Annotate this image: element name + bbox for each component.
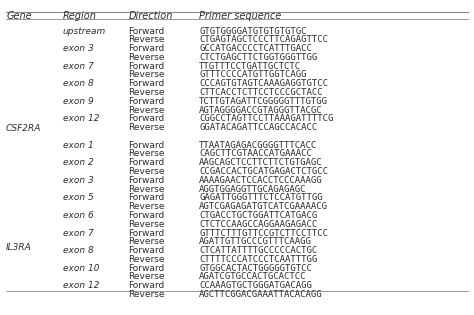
Text: Forward: Forward <box>128 141 165 150</box>
Text: Reverse: Reverse <box>128 123 165 132</box>
Text: CTTTTCCCATCCCTCAATTTGG: CTTTTCCCATCCCTCAATTTGG <box>199 255 318 264</box>
Text: CTGACCTGCTGGATTCATGACG: CTGACCTGCTGGATTCATGACG <box>199 211 318 220</box>
Text: GGATACAGATTCCAGCCACACC: GGATACAGATTCCAGCCACACC <box>199 123 318 132</box>
Text: Forward: Forward <box>128 193 165 203</box>
Text: Reverse: Reverse <box>128 35 165 44</box>
Text: CCAAAGTGCTGGGATGACAGG: CCAAAGTGCTGGGATGACAGG <box>199 281 312 290</box>
Text: exon 12: exon 12 <box>63 281 99 290</box>
Text: exon 1: exon 1 <box>63 141 93 150</box>
Text: exon 12: exon 12 <box>63 114 99 123</box>
Text: Gene: Gene <box>6 11 32 21</box>
Text: CTGAGTAGCTCCCTTCAGAGTTCC: CTGAGTAGCTCCCTTCAGAGTTCC <box>199 35 328 44</box>
Text: Forward: Forward <box>128 246 165 255</box>
Text: CTCTCCAAGCCAGGAAGAGACC: CTCTCCAAGCCAGGAAGAGACC <box>199 220 318 229</box>
Text: Reverse: Reverse <box>128 53 165 62</box>
Text: CTCTGAGCTTCTGGTGGGTTGG: CTCTGAGCTTCTGGTGGGTTGG <box>199 53 318 62</box>
Text: GTGTGGGGATGTGTGTGTGC: GTGTGGGGATGTGTGTGTGC <box>199 26 307 36</box>
Text: GTTTCCCCATGTTGGTCAGG: GTTTCCCCATGTTGGTCAGG <box>199 71 307 79</box>
Text: exon 2: exon 2 <box>63 158 93 167</box>
Text: GTTTCTTTGTTCCGTCTTCCTTCC: GTTTCTTTGTTCCGTCTTCCTTCC <box>199 228 328 238</box>
Text: CCCAGTGTAGTCAAAGAGGTGTCC: CCCAGTGTAGTCAAAGAGGTGTCC <box>199 79 328 88</box>
Text: Reverse: Reverse <box>128 272 165 281</box>
Text: Forward: Forward <box>128 281 165 290</box>
Text: Reverse: Reverse <box>128 167 165 176</box>
Text: GCCATGACCCCTCATTTGACC: GCCATGACCCCTCATTTGACC <box>199 44 312 53</box>
Text: AAGCAGCTCCTTCTTCTGTGAGC: AAGCAGCTCCTTCTTCTGTGAGC <box>199 158 323 167</box>
Text: Region: Region <box>63 11 97 21</box>
Text: Forward: Forward <box>128 62 165 71</box>
Text: CTCATTATTTTGCCCCCACTGC: CTCATTATTTTGCCCCCACTGC <box>199 246 318 255</box>
Text: exon 5: exon 5 <box>63 193 93 203</box>
Text: AAAAGAACTCCACCTCCCAAAGG: AAAAGAACTCCACCTCCCAAAGG <box>199 176 323 185</box>
Text: exon 7: exon 7 <box>63 228 93 238</box>
Text: TCTTGTAGATTCGGGGGTTTGTGG: TCTTGTAGATTCGGGGGTTTGTGG <box>199 97 328 106</box>
Text: CGGCCTAGTTCCTTAAAGATTTTCG: CGGCCTAGTTCCTTAAAGATTTTCG <box>199 114 334 123</box>
Text: AGCTTCGGACGAAATTACACAGG: AGCTTCGGACGAAATTACACAGG <box>199 290 323 299</box>
Text: Forward: Forward <box>128 158 165 167</box>
Text: GTGGCACTACTGGGGGTGTCC: GTGGCACTACTGGGGGTGTCC <box>199 264 312 273</box>
Text: GAGATTGGGTTTCTCCATGTTGG: GAGATTGGGTTTCTCCATGTTGG <box>199 193 323 203</box>
Text: TTGTTTCCTGATTGCTCTC: TTGTTTCCTGATTGCTCTC <box>199 62 301 71</box>
Text: AGTCGAGAGATGTCATCGAAAACG: AGTCGAGAGATGTCATCGAAAACG <box>199 202 328 211</box>
Text: exon 7: exon 7 <box>63 62 93 71</box>
Text: Reverse: Reverse <box>128 255 165 264</box>
Text: Forward: Forward <box>128 26 165 36</box>
Text: Reverse: Reverse <box>128 106 165 115</box>
Text: CAGCTTCGTAACCATGAAACC: CAGCTTCGTAACCATGAAACC <box>199 150 312 158</box>
Text: CSF2RA: CSF2RA <box>6 124 42 133</box>
Text: Forward: Forward <box>128 176 165 185</box>
Text: Forward: Forward <box>128 79 165 88</box>
Text: Reverse: Reverse <box>128 220 165 229</box>
Text: exon 9: exon 9 <box>63 97 93 106</box>
Text: Reverse: Reverse <box>128 237 165 246</box>
Text: exon 10: exon 10 <box>63 264 99 273</box>
Text: upstream: upstream <box>63 26 106 36</box>
Text: Forward: Forward <box>128 114 165 123</box>
Text: Primer sequence: Primer sequence <box>199 11 282 21</box>
Text: exon 6: exon 6 <box>63 211 93 220</box>
Text: CTTCACCTCTTCCTCCCGCTACC: CTTCACCTCTTCCTCCCGCTACC <box>199 88 323 97</box>
Text: Forward: Forward <box>128 97 165 106</box>
Text: CCGACCACTGCATGAGACTCTGCC: CCGACCACTGCATGAGACTCTGCC <box>199 167 328 176</box>
Text: AGTAGGGGACCGTAGGGTTACGC: AGTAGGGGACCGTAGGGTTACGC <box>199 106 323 115</box>
Text: Direction: Direction <box>128 11 173 21</box>
Text: AGATCGTGCCACTGCACTCC: AGATCGTGCCACTGCACTCC <box>199 272 307 281</box>
Text: exon 8: exon 8 <box>63 246 93 255</box>
Text: IL3RA: IL3RA <box>6 243 32 252</box>
Text: Reverse: Reverse <box>128 150 165 158</box>
Text: exon 3: exon 3 <box>63 44 93 53</box>
Text: Forward: Forward <box>128 211 165 220</box>
Text: Forward: Forward <box>128 228 165 238</box>
Text: AGATTGTTGCCCGTTTCAAGG: AGATTGTTGCCCGTTTCAAGG <box>199 237 312 246</box>
Text: exon 3: exon 3 <box>63 176 93 185</box>
Text: Forward: Forward <box>128 264 165 273</box>
Text: Forward: Forward <box>128 44 165 53</box>
Text: exon 8: exon 8 <box>63 79 93 88</box>
Text: Reverse: Reverse <box>128 71 165 79</box>
Text: Reverse: Reverse <box>128 290 165 299</box>
Text: Reverse: Reverse <box>128 88 165 97</box>
Text: Reverse: Reverse <box>128 185 165 194</box>
Text: Reverse: Reverse <box>128 202 165 211</box>
Text: TTAATAGAGACGGGGTTTCACC: TTAATAGAGACGGGGTTTCACC <box>199 141 318 150</box>
Text: AGGTGGAGGTTGCAGAGAGC: AGGTGGAGGTTGCAGAGAGC <box>199 185 307 194</box>
